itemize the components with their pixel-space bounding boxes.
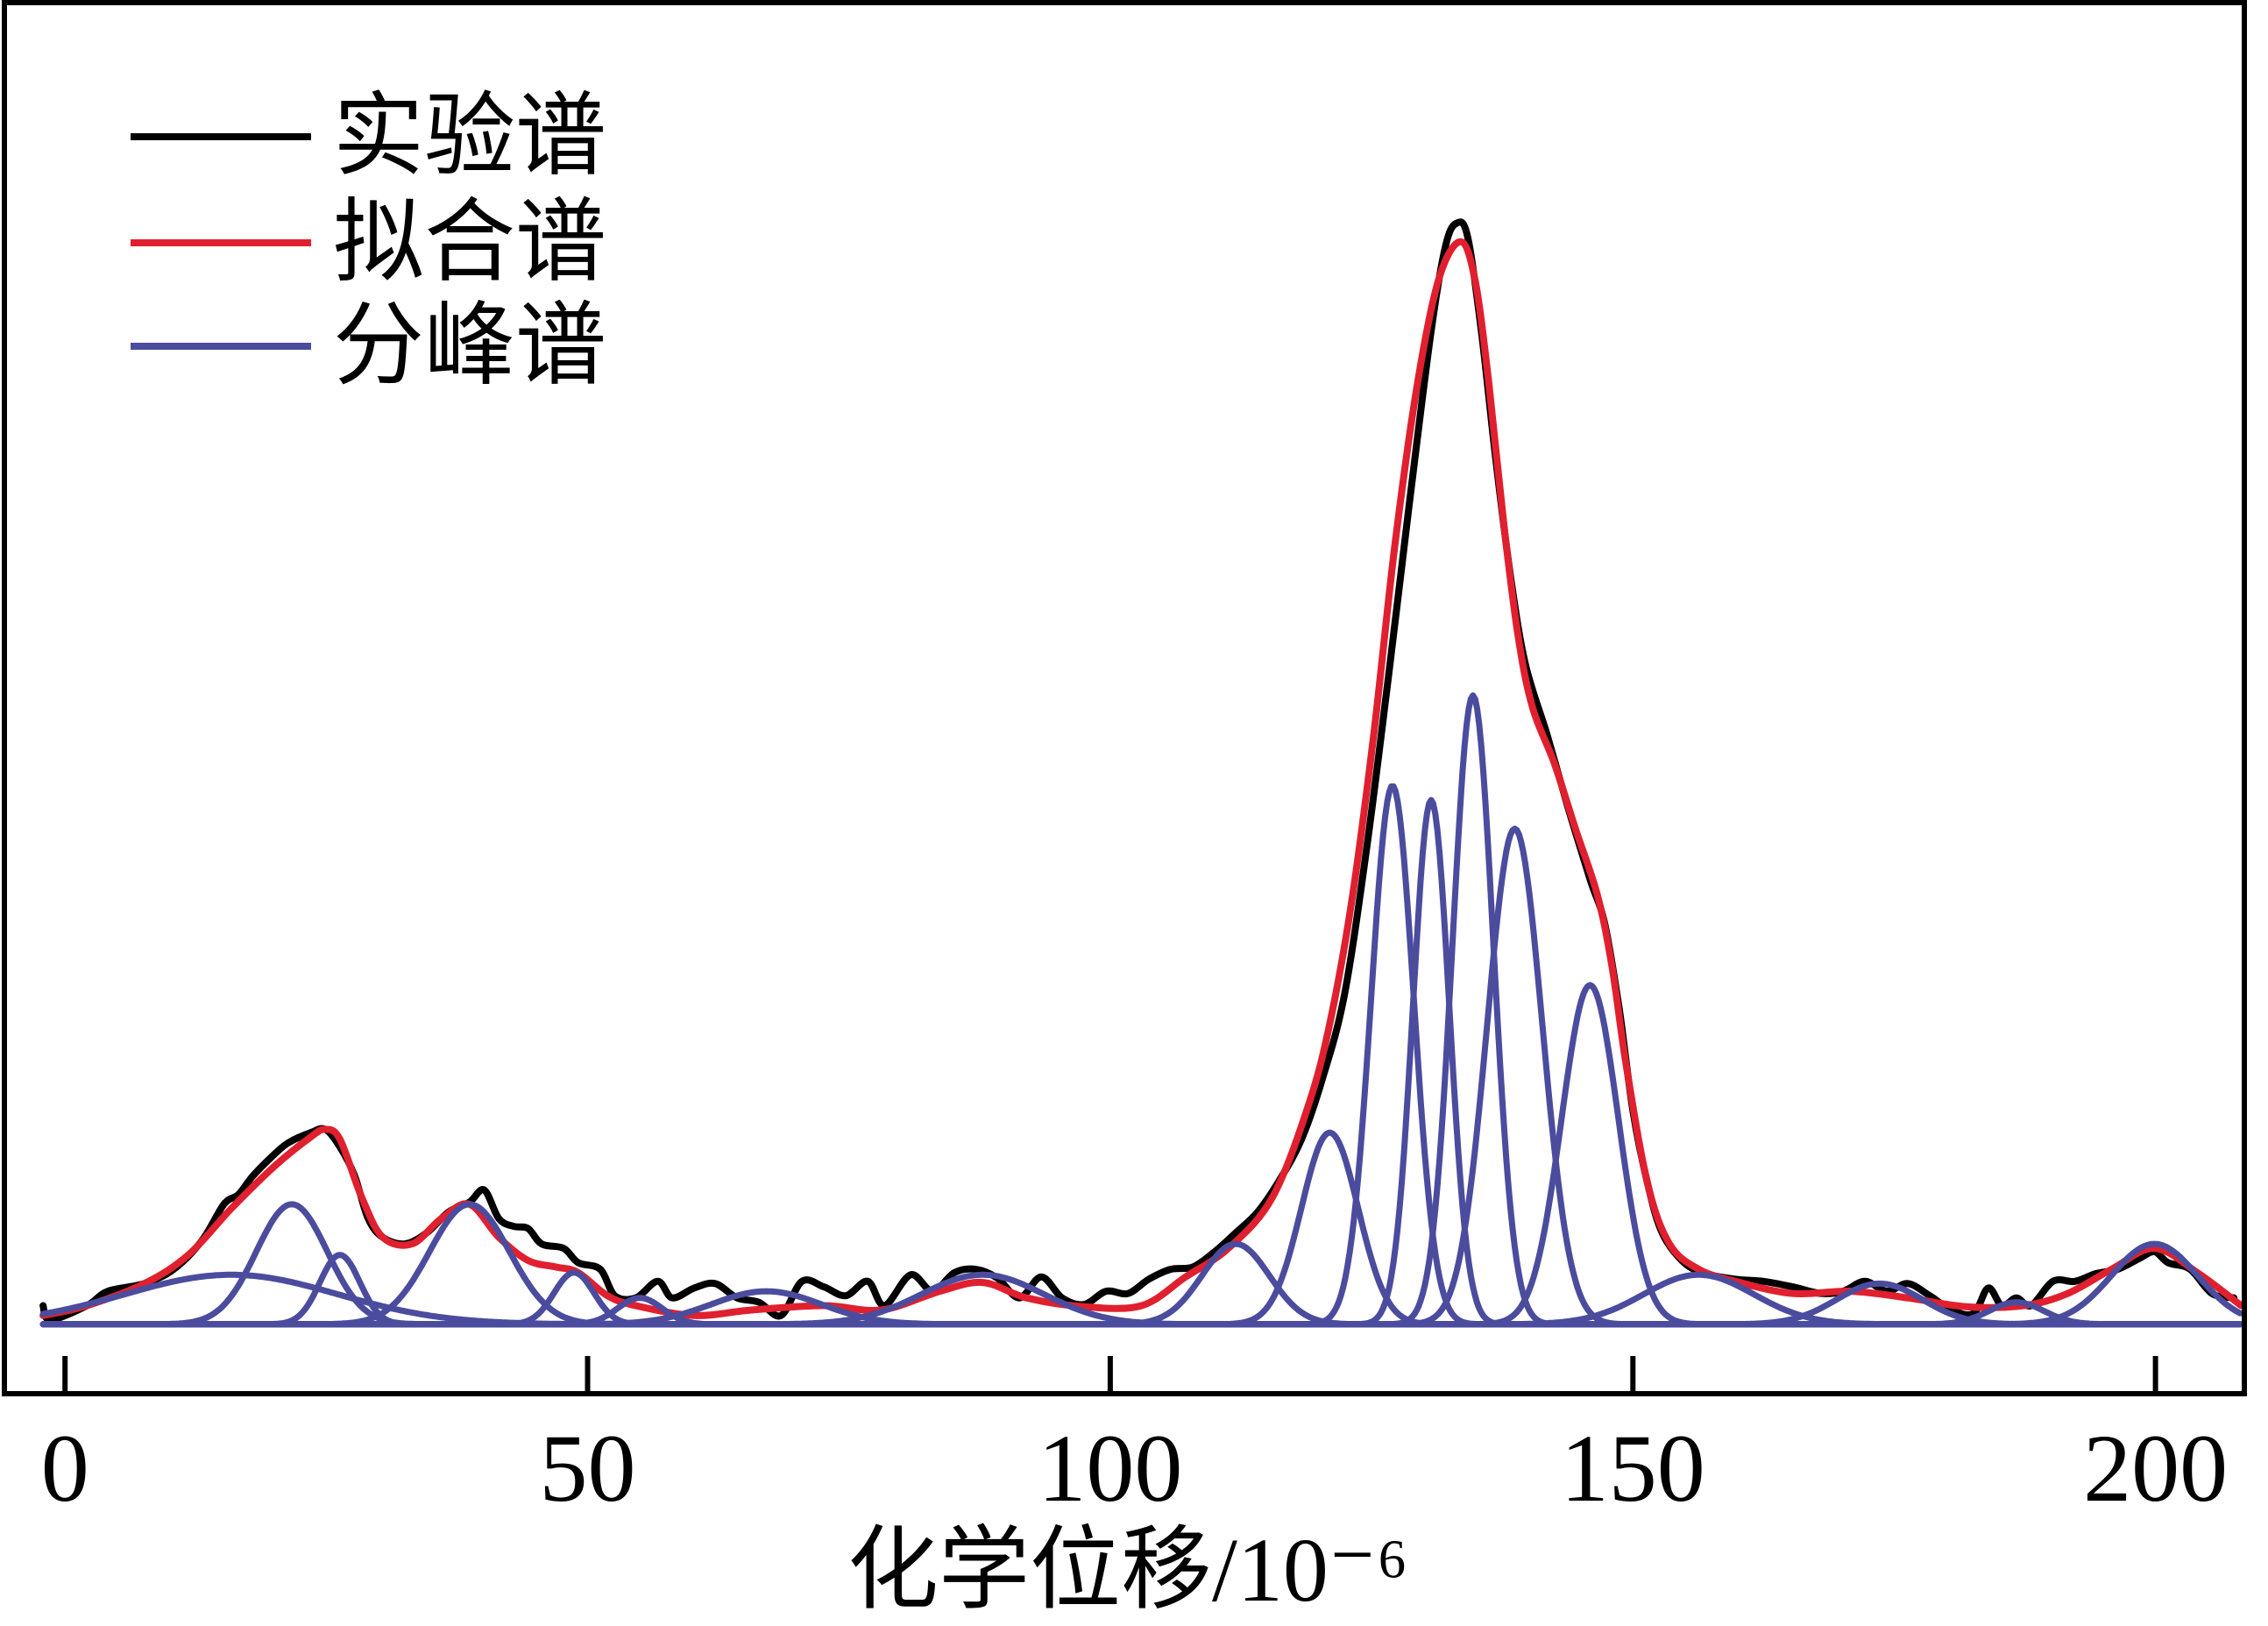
x-tick-label-0: 0 [41, 1415, 89, 1522]
x-tick-label-150: 150 [1561, 1415, 1705, 1522]
x-axis-ticks [62, 1356, 2158, 1394]
x-axis-label: 化学位移/10⁻⁶ [847, 1520, 1408, 1621]
series-components [39, 692, 2242, 1328]
legend-entry-components: 分峰谱 [131, 296, 606, 397]
legend-label-components: 分峰谱 [333, 296, 606, 397]
x-tick-label-50: 50 [540, 1415, 636, 1522]
series-layer [39, 218, 2242, 1328]
x-axis-tick-labels: 0 50 100 150 200 [41, 1415, 2228, 1522]
x-tick-label-100: 100 [1038, 1415, 1182, 1522]
series-fit-line [39, 238, 2242, 1319]
plot-frame [2, 0, 2247, 1396]
series-fit [39, 238, 2242, 1319]
legend-label-experimental: 实验谱 [333, 87, 606, 188]
peak-component-19 [39, 1240, 2242, 1328]
legend: 实验谱 拟合谱 分峰谱 [131, 87, 606, 397]
legend-entry-fit: 拟合谱 [131, 193, 606, 294]
legend-entry-experimental: 实验谱 [131, 87, 606, 188]
x-tick-label-200: 200 [2083, 1415, 2228, 1522]
legend-label-fit: 拟合谱 [333, 193, 606, 294]
